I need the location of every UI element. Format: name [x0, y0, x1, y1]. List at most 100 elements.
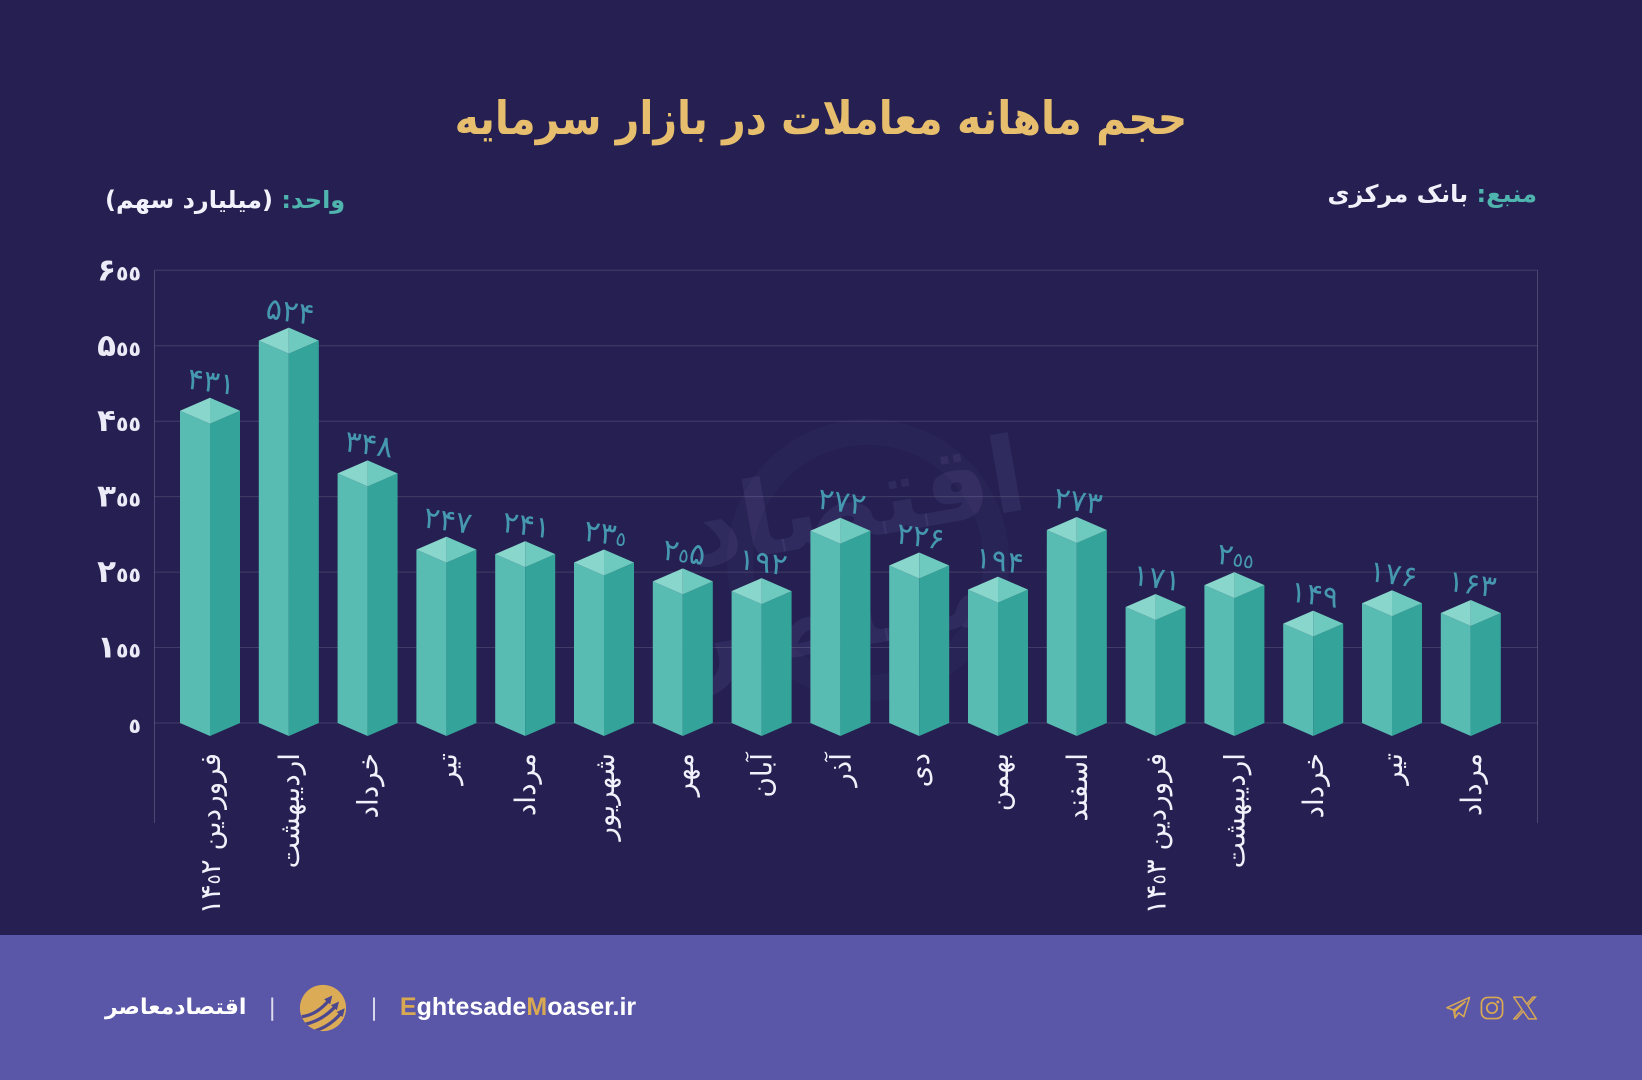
footer-divider: |: [268, 994, 277, 1021]
bar-value-label: ۲۷۲: [815, 482, 868, 523]
fa-digit-run: ۲: [194, 859, 227, 874]
bar-face-left: [180, 410, 210, 736]
fa-digit-run: ۲۷۳: [1052, 481, 1105, 522]
bar-face-right: [998, 589, 1028, 736]
fa-digit-run: ٥: [677, 544, 691, 568]
fa-digit-run: اردیبهشت: [273, 753, 306, 868]
footer-bar: اقتصادمعاصر | |: [0, 935, 1642, 1080]
bar-face-right: [446, 549, 477, 736]
x-category-label: خرداد: [352, 753, 385, 818]
bar: [1204, 572, 1265, 736]
bar: [574, 549, 634, 736]
bar-face-right: [682, 581, 713, 736]
fa-digit-run: ۴۳۱: [185, 362, 238, 403]
bar-face-left: [258, 340, 289, 736]
bar-face-right: [210, 410, 240, 736]
bar-value-label: ۱۴۹: [1288, 574, 1341, 615]
site-url-segment: M: [526, 993, 548, 1021]
unit-prefix: واحد:: [281, 186, 346, 214]
bar: [889, 552, 950, 736]
y-tick-label: ۲٥٥: [97, 554, 141, 590]
fa-digit-run: مرداد: [1455, 753, 1488, 816]
bar-face-left: [810, 530, 841, 736]
fa-digit-run: ٥٥: [116, 563, 141, 587]
bar-top-left: [180, 397, 210, 424]
source-prefix: منبع:: [1476, 180, 1537, 208]
bar-face-right: [288, 340, 319, 736]
bar-face-left: [1125, 606, 1156, 736]
fa-digit-run: شهریور: [588, 753, 621, 843]
brand-logo-icon: [300, 984, 347, 1031]
instagram-icon[interactable]: [1480, 996, 1504, 1020]
bar-top-right: [210, 397, 240, 424]
bar-top-right: [288, 327, 319, 354]
footer-brand-group: اقتصادمعاصر | |: [105, 935, 636, 1080]
bar-face-left: [337, 473, 368, 736]
bar-top-right: [604, 549, 634, 576]
fa-digit-run: مرداد: [509, 753, 542, 816]
bar-top-left: [574, 549, 604, 576]
bar-face-left: [1283, 623, 1314, 736]
x-category-label: مرداد: [509, 753, 542, 816]
y-tick-label: ٥: [129, 714, 141, 738]
fa-digit-run: ۲۴۷: [421, 501, 474, 542]
fa-digit-run: خرداد: [352, 753, 385, 818]
fa-digit-run: ٥٥: [116, 337, 141, 361]
fa-digit-run: ۵۲۴: [264, 292, 317, 333]
social-icons: [1445, 935, 1537, 1080]
bar-top-left: [258, 327, 289, 354]
bar-value-label: ۱۹۲: [737, 542, 790, 583]
fa-digit-run: ۱۶۳: [1446, 564, 1499, 605]
fa-digit-run: ۱۴۹: [1288, 574, 1341, 615]
bar-top-right: [998, 576, 1028, 603]
bar-top-right: [446, 536, 477, 563]
bar-top-right: [682, 568, 713, 595]
y-tick-label: ۶٥٥: [97, 252, 141, 288]
bar: [652, 568, 713, 736]
site-url[interactable]: EghtesadeMoaser.ir: [400, 993, 636, 1022]
fa-digit-run: ۳: [1140, 859, 1173, 874]
fa-digit-run: بهمن: [982, 753, 1015, 811]
bar-face-right: [1155, 606, 1186, 736]
fa-digit-run: ۳۴۸: [343, 424, 396, 465]
x-category-label: تیر: [430, 753, 463, 787]
footer-divider: |: [370, 994, 378, 1021]
bar-face-right: [1392, 603, 1422, 736]
fa-digit-run: ۲۴۱: [500, 505, 553, 546]
fa-digit-run: ٥٥: [116, 488, 141, 512]
x-icon[interactable]: [1513, 995, 1537, 1020]
fa-digit-run: ٥: [1150, 874, 1171, 884]
bar: [180, 397, 240, 736]
bar: [495, 541, 556, 736]
bar-top-left: [731, 578, 762, 605]
bar-value-label: ۱۶۳: [1446, 564, 1499, 605]
brand-name-farsi: اقتصادمعاصر: [105, 995, 247, 1020]
bar-top-left: [416, 536, 447, 563]
site-url-segment: ghtesade: [416, 993, 527, 1021]
bar: [1046, 517, 1107, 736]
fa-digit-run: ۴: [97, 403, 116, 439]
bar: [1283, 610, 1344, 736]
x-category-label: اردیبهشت: [273, 753, 306, 868]
fa-digit-run: خرداد: [1297, 753, 1330, 818]
fa-digit-run: تیر: [1376, 753, 1409, 787]
fa-digit-run: ۲: [660, 533, 681, 570]
fa-digit-run: ٥٥: [116, 639, 141, 663]
y-tick-label: ۴٥٥: [97, 403, 141, 439]
bar-top-right: [1155, 593, 1186, 620]
fa-digit-run: ۲: [1215, 537, 1236, 574]
x-category-label: مهر: [667, 753, 700, 798]
telegram-icon[interactable]: [1445, 996, 1471, 1020]
bar-top-right: [1234, 572, 1265, 599]
bar-face-left: [574, 562, 604, 736]
bar: [258, 327, 319, 736]
bar-face-right: [367, 473, 398, 736]
bar: [337, 460, 398, 736]
bar-value-label: ۵۲۴: [264, 292, 317, 333]
x-category-label: اردیبهشت: [1218, 753, 1251, 868]
bar: [1362, 590, 1422, 736]
bar-value-label: ۴۳۱: [185, 362, 238, 403]
bar-top-right: [367, 460, 398, 487]
bar-face-right: [1076, 530, 1107, 736]
bar-top-left: [1046, 517, 1077, 544]
